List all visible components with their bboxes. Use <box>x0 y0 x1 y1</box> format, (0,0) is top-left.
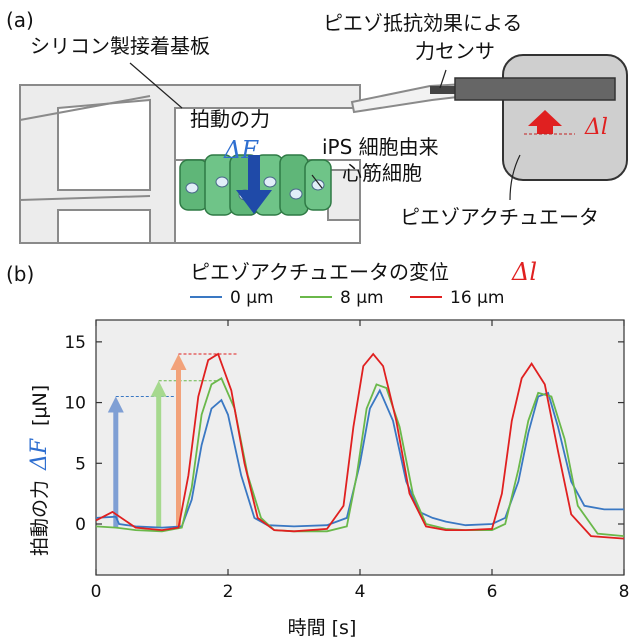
y-tick-label: 0 <box>75 515 86 535</box>
x-tick-label: 4 <box>355 582 366 602</box>
substrate-beam <box>19 95 151 121</box>
leader-line <box>129 62 183 109</box>
sensor-label-line2: 力センサ <box>415 39 495 63</box>
x-tick-label: 0 <box>91 582 102 602</box>
y-axis-title-text: 拍動の力 <box>29 480 51 556</box>
legend-title: ピエゾアクチュエータの変位 <box>190 260 449 284</box>
actuator-rod <box>454 77 616 101</box>
y-tick-label: 5 <box>75 454 86 474</box>
plot-layer <box>95 352 625 540</box>
actuator-label: ピエゾアクチュエータ <box>400 205 599 229</box>
cells-label-line2: 心筋細胞 <box>342 161 422 185</box>
series-line-1 <box>95 376 625 537</box>
series-line-2 <box>95 352 625 540</box>
series-line-0 <box>95 388 624 529</box>
axis-layer: 0 2 4 6 8 0 5 10 15 <box>64 320 629 602</box>
y-axis-title-symbol: ΔF <box>27 438 52 471</box>
x-axis-title: 時間 [s] <box>288 617 357 639</box>
y-tick-label: 15 <box>64 333 86 353</box>
annotation-arrow-head <box>170 354 187 370</box>
annotation-arrow-head <box>150 380 167 397</box>
piezoresistor <box>430 86 456 94</box>
force-arrow <box>236 155 272 214</box>
y-axis-title-unit: [μN] <box>29 385 51 426</box>
leader-line <box>311 174 323 189</box>
legend-entry-2: 16 μm <box>450 288 504 308</box>
leader-line <box>509 154 521 201</box>
substrate-window-lower <box>57 209 151 244</box>
leader-line <box>439 69 447 89</box>
substrate-label: シリコン製接着基板 <box>30 34 210 58</box>
cells-label-line1: iPS 細胞由来 <box>322 135 439 159</box>
panel-a-label: (a) <box>6 8 34 32</box>
chart-legend: 0 μm 8 μm 16 μm <box>190 288 504 308</box>
legend-symbol: Δl <box>511 258 537 286</box>
substrate-beam <box>19 195 151 201</box>
force-symbol: ΔF <box>223 136 259 164</box>
legend-entry-1: 8 μm <box>340 288 384 308</box>
x-tick-label: 8 <box>619 582 630 602</box>
piezo-actuator <box>502 54 628 181</box>
legend-entry-0: 0 μm <box>230 288 274 308</box>
sensor-label-line1: ピエゾ抵抗効果による <box>323 11 522 35</box>
cell-pocket-right-wall <box>327 169 361 221</box>
substrate-window-upper <box>57 98 151 191</box>
y-axis-title: 拍動の力 ΔF [μN] <box>27 385 52 556</box>
x-tick-label: 6 <box>487 582 498 602</box>
panel-b-label: (b) <box>6 262 34 286</box>
force-label: 拍動の力 <box>190 107 270 131</box>
y-tick-label: 10 <box>64 394 86 414</box>
x-tick-label: 2 <box>223 582 234 602</box>
displacement-arrow <box>524 110 575 135</box>
displacement-symbol: Δl <box>584 115 608 140</box>
annotation-arrow-head <box>107 396 124 413</box>
